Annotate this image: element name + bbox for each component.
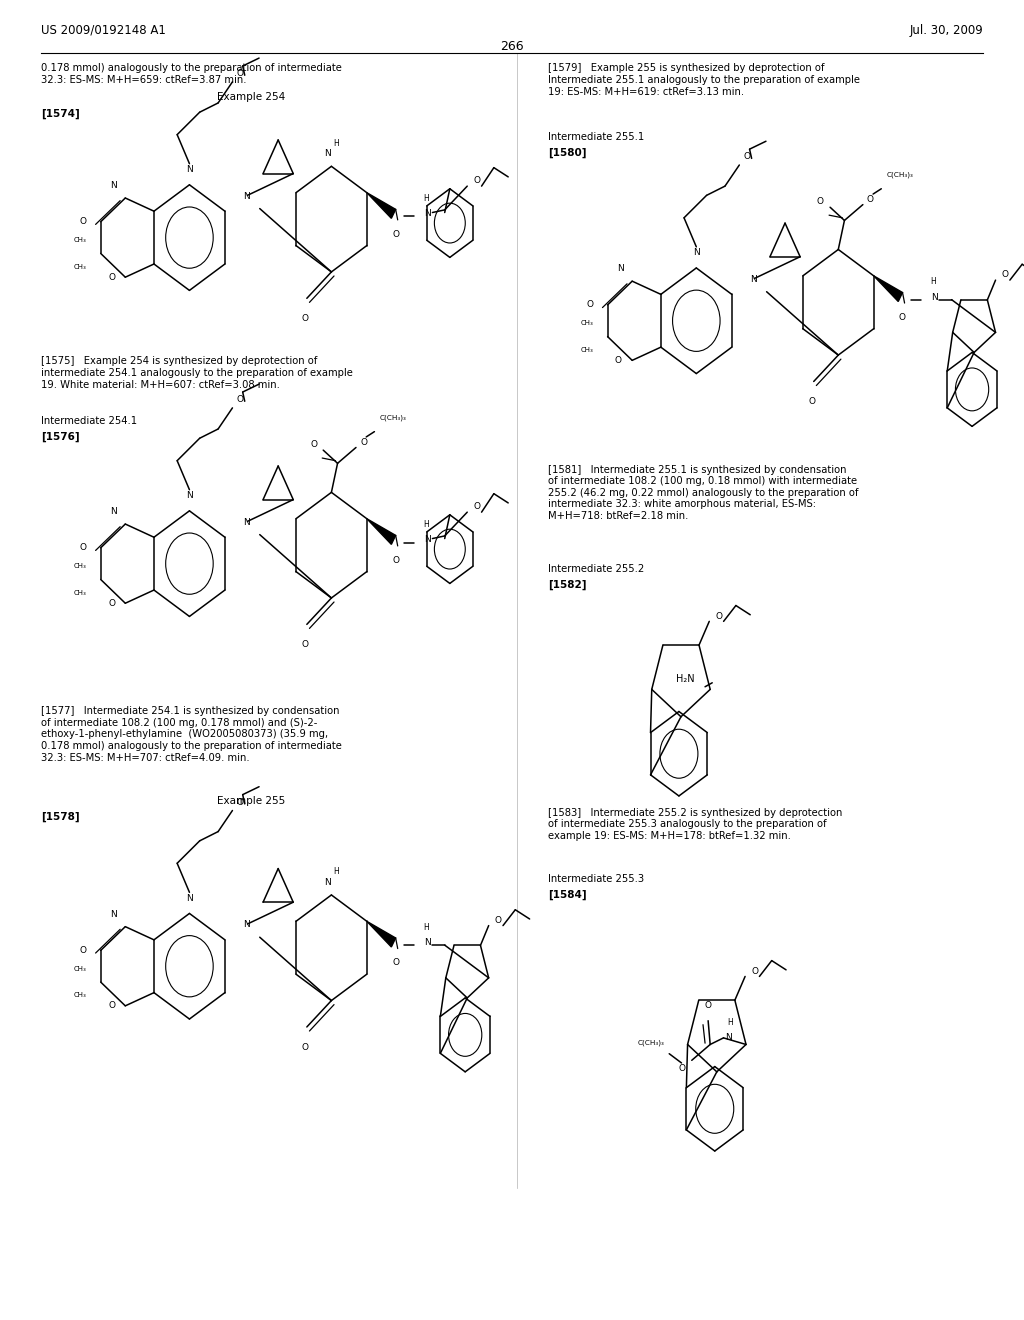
Text: [1575]   Example 254 is synthesized by deprotection of
intermediate 254.1 analog: [1575] Example 254 is synthesized by dep…	[41, 356, 353, 389]
Text: 0.178 mmol) analogously to the preparation of intermediate
32.3: ES-MS: M+H=659:: 0.178 mmol) analogously to the preparati…	[41, 63, 342, 84]
Text: N: N	[111, 909, 117, 919]
Text: H: H	[334, 139, 339, 148]
Text: O: O	[237, 797, 244, 807]
Text: [1578]: [1578]	[41, 812, 80, 822]
Text: O: O	[80, 544, 86, 552]
Text: H: H	[334, 867, 339, 876]
Polygon shape	[873, 276, 902, 301]
Text: O: O	[392, 958, 399, 968]
Text: O: O	[301, 314, 308, 323]
Text: O: O	[109, 1002, 115, 1010]
Text: [1584]: [1584]	[548, 890, 587, 900]
Text: [1577]   Intermediate 254.1 is synthesized by condensation
of intermediate 108.2: [1577] Intermediate 254.1 is synthesized…	[41, 706, 342, 763]
Text: N: N	[424, 939, 431, 946]
Text: N: N	[931, 293, 938, 301]
Text: O: O	[1001, 271, 1009, 280]
Text: N: N	[186, 491, 193, 500]
Text: O: O	[705, 1001, 712, 1010]
Text: N: N	[324, 878, 331, 887]
Text: C(CH₃)₃: C(CH₃)₃	[380, 414, 407, 421]
Text: O: O	[495, 916, 502, 925]
Text: CH₃: CH₃	[74, 564, 86, 569]
Text: N: N	[186, 894, 193, 903]
Text: N: N	[111, 181, 117, 190]
Text: N: N	[617, 264, 624, 273]
Text: CH₃: CH₃	[581, 347, 593, 352]
Polygon shape	[367, 193, 395, 218]
Text: O: O	[867, 195, 873, 203]
Text: O: O	[392, 556, 399, 565]
Text: O: O	[392, 230, 399, 239]
Text: CH₃: CH₃	[74, 993, 86, 998]
Text: [1574]: [1574]	[41, 108, 80, 119]
Text: O: O	[716, 611, 722, 620]
Text: N: N	[111, 507, 117, 516]
Text: O: O	[473, 177, 480, 185]
Text: O: O	[310, 441, 317, 449]
Text: O: O	[587, 301, 593, 309]
Text: N: N	[424, 210, 431, 218]
Text: [1582]: [1582]	[548, 579, 587, 590]
Text: O: O	[743, 152, 751, 161]
Text: O: O	[80, 946, 86, 954]
Text: CH₃: CH₃	[74, 966, 86, 972]
Text: O: O	[808, 397, 815, 407]
Text: US 2009/0192148 A1: US 2009/0192148 A1	[41, 24, 166, 37]
Polygon shape	[367, 519, 395, 544]
Text: H: H	[423, 520, 429, 529]
Text: O: O	[360, 438, 367, 446]
Text: O: O	[752, 966, 758, 975]
Text: O: O	[109, 273, 115, 281]
Text: O: O	[80, 218, 86, 226]
Text: O: O	[473, 503, 480, 511]
Text: O: O	[301, 1043, 308, 1052]
Text: Intermediate 255.1: Intermediate 255.1	[548, 132, 644, 143]
Text: O: O	[899, 313, 906, 322]
Text: N: N	[244, 191, 250, 201]
Text: O: O	[817, 198, 824, 206]
Text: H₂N: H₂N	[676, 673, 695, 684]
Text: Example 255: Example 255	[217, 796, 285, 807]
Text: H: H	[727, 1018, 732, 1027]
Text: O: O	[237, 395, 244, 404]
Text: H: H	[930, 277, 936, 286]
Text: O: O	[109, 599, 115, 607]
Text: CH₃: CH₃	[74, 264, 86, 269]
Text: [1581]   Intermediate 255.1 is synthesized by condensation
of intermediate 108.2: [1581] Intermediate 255.1 is synthesized…	[548, 465, 858, 521]
Text: 266: 266	[500, 40, 524, 53]
Text: N: N	[244, 517, 250, 527]
Text: Example 254: Example 254	[217, 92, 285, 103]
Text: H: H	[423, 923, 429, 932]
Text: N: N	[424, 536, 431, 544]
Text: N: N	[186, 165, 193, 174]
Text: [1576]: [1576]	[41, 432, 80, 442]
Text: N: N	[751, 275, 757, 284]
Text: O: O	[237, 69, 244, 78]
Text: N: N	[693, 248, 699, 257]
Text: C(CH₃)₃: C(CH₃)₃	[887, 172, 913, 178]
Text: C(CH₃)₃: C(CH₃)₃	[637, 1039, 665, 1045]
Text: Intermediate 254.1: Intermediate 254.1	[41, 416, 137, 426]
Text: [1583]   Intermediate 255.2 is synthesized by deprotection
of intermediate 255.3: [1583] Intermediate 255.2 is synthesized…	[548, 808, 842, 841]
Text: O: O	[679, 1064, 686, 1073]
Text: N: N	[725, 1034, 732, 1043]
Text: N: N	[244, 920, 250, 929]
Text: [1579]   Example 255 is synthesized by deprotection of
Intermediate 255.1 analog: [1579] Example 255 is synthesized by dep…	[548, 63, 860, 96]
Polygon shape	[367, 921, 395, 946]
Text: CH₃: CH₃	[581, 321, 593, 326]
Text: N: N	[324, 149, 331, 158]
Text: Intermediate 255.2: Intermediate 255.2	[548, 564, 644, 574]
Text: CH₃: CH₃	[74, 238, 86, 243]
Text: H: H	[423, 194, 429, 203]
Text: Jul. 30, 2009: Jul. 30, 2009	[909, 24, 983, 37]
Text: O: O	[615, 356, 622, 364]
Text: Intermediate 255.3: Intermediate 255.3	[548, 874, 644, 884]
Text: O: O	[301, 640, 308, 649]
Text: [1580]: [1580]	[548, 148, 587, 158]
Text: CH₃: CH₃	[74, 590, 86, 595]
